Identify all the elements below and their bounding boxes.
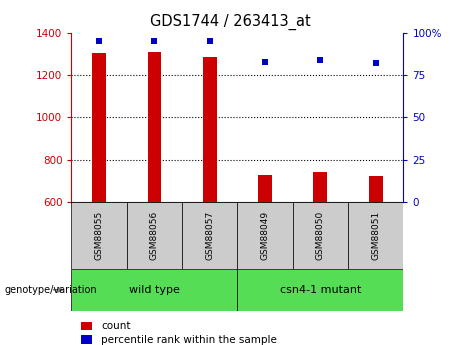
Text: GSM88055: GSM88055 xyxy=(95,211,104,260)
Bar xyxy=(258,175,272,202)
Bar xyxy=(293,202,348,269)
Text: GSM88050: GSM88050 xyxy=(316,211,325,260)
Text: GSM88049: GSM88049 xyxy=(260,211,270,260)
Point xyxy=(151,38,158,44)
Bar xyxy=(348,202,403,269)
Bar xyxy=(71,202,127,269)
Bar xyxy=(71,269,237,310)
Text: wild type: wild type xyxy=(129,285,180,295)
Text: GDS1744 / 263413_at: GDS1744 / 263413_at xyxy=(150,14,311,30)
Text: GSM88056: GSM88056 xyxy=(150,211,159,260)
Bar xyxy=(313,172,327,202)
Text: GSM88057: GSM88057 xyxy=(205,211,214,260)
Point xyxy=(261,59,269,64)
Point xyxy=(317,57,324,62)
Point xyxy=(95,38,103,44)
Bar xyxy=(203,58,217,202)
Text: percentile rank within the sample: percentile rank within the sample xyxy=(101,335,278,345)
Point xyxy=(206,38,213,44)
Point xyxy=(372,60,379,66)
Text: csn4-1 mutant: csn4-1 mutant xyxy=(280,285,361,295)
Bar xyxy=(127,202,182,269)
Text: genotype/variation: genotype/variation xyxy=(5,285,97,295)
Bar xyxy=(148,52,161,202)
Text: GSM88051: GSM88051 xyxy=(371,211,380,260)
Bar xyxy=(237,202,293,269)
Text: count: count xyxy=(101,321,131,331)
Bar xyxy=(369,176,383,202)
Bar xyxy=(81,335,92,344)
Bar xyxy=(81,322,92,330)
Bar xyxy=(92,53,106,202)
Bar xyxy=(237,269,403,310)
Bar xyxy=(182,202,237,269)
